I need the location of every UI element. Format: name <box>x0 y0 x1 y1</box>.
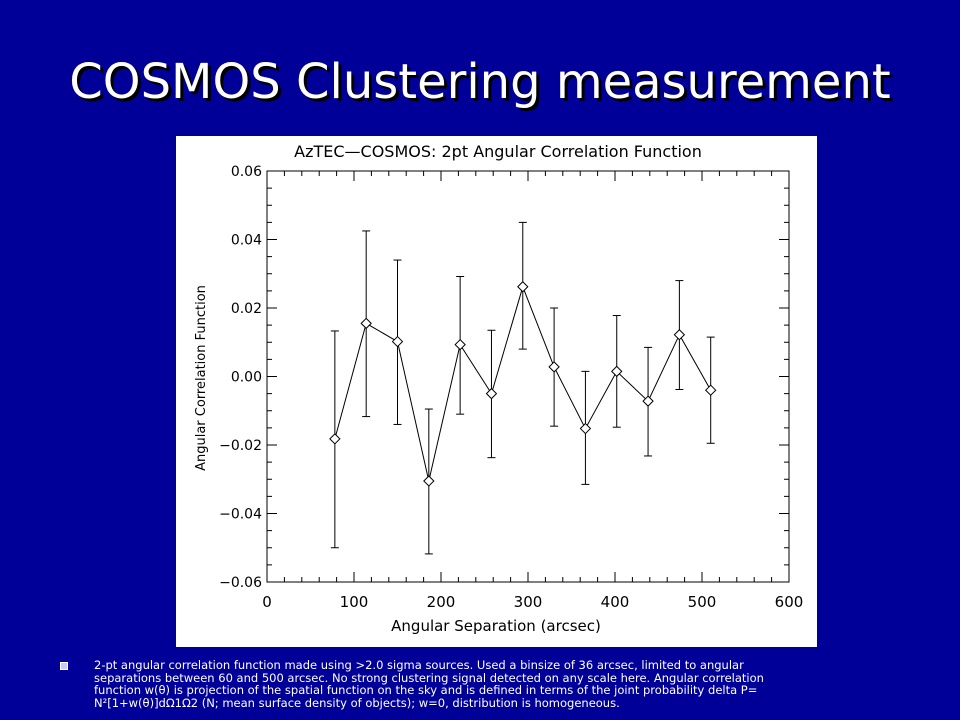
data-point-diamond <box>329 433 341 445</box>
caption: 2-pt angular correlation function made u… <box>60 659 864 709</box>
chart-panel: 0 100 200 300 400 500 600 −0.06 −0.04 −0.02 0.00 0.… <box>176 136 817 647</box>
data-point-diamond <box>360 317 372 330</box>
data-point-diamond <box>673 329 686 341</box>
y-tick-label: 0.06 <box>231 164 262 180</box>
data-point-diamond <box>548 361 560 373</box>
y-tick-label: 0.00 <box>231 370 262 386</box>
x-tick-label: 0 <box>262 593 272 611</box>
data-point-diamond <box>579 422 592 435</box>
x-tick-label: 300 <box>514 593 543 611</box>
x-tick-label: 600 <box>775 593 804 611</box>
x-tick-label: 100 <box>340 593 369 611</box>
y-tick-label: 0.04 <box>231 233 262 249</box>
x-tick-label: 400 <box>601 593 630 611</box>
caption-line: function w(θ) is projection of the spati… <box>94 683 758 697</box>
data-point-diamond <box>704 384 717 396</box>
caption-line: N²[1+w(θ)]dΩ1Ω2 (N; mean surface density… <box>94 695 620 710</box>
marker-layer <box>329 281 717 487</box>
caption-text: 2-pt angular correlation function made u… <box>64 659 864 709</box>
y-tick-label: −0.06 <box>219 575 262 591</box>
bullet-icon <box>60 662 68 670</box>
ticks-layer: 0 100 200 300 400 500 600 −0.06 −0.04 −0.02 0.00 0.… <box>219 164 803 611</box>
data-point-diamond <box>391 335 404 348</box>
data-point-diamond <box>517 281 529 293</box>
errorbar-layer <box>330 221 715 555</box>
correlation-chart: 0 100 200 300 400 500 600 −0.06 −0.04 −0.02 0.00 0.… <box>194 142 803 635</box>
data-point-diamond <box>485 387 498 400</box>
data-point-diamond <box>454 338 466 351</box>
chart-title: AzTEC—COSMOS: 2pt Angular Correlation Fu… <box>294 142 702 161</box>
slide-title: COSMOS Clustering measurement <box>69 54 891 110</box>
y-axis-label: Angular Correlation Function <box>194 285 209 471</box>
y-tick-label: 0.02 <box>231 301 262 317</box>
y-tick-label: −0.02 <box>219 438 262 454</box>
caption-line: separations between 60 and 500 arcsec. N… <box>94 670 764 685</box>
y-tick-label: −0.04 <box>219 507 262 523</box>
x-tick-label: 500 <box>688 593 717 611</box>
x-tick-label: 200 <box>427 593 456 611</box>
data-point-diamond <box>611 365 623 378</box>
data-point-diamond <box>423 475 435 487</box>
x-axis-label: Angular Separation (arcsec) <box>391 617 601 635</box>
data-point-diamond <box>642 395 654 407</box>
caption-line: 2-pt angular correlation function made u… <box>94 658 744 672</box>
